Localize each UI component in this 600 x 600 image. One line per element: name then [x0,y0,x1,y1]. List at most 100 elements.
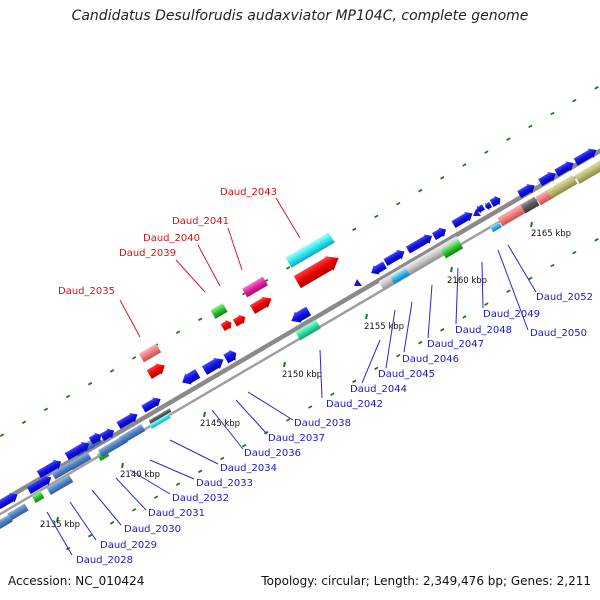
label-leader-line [385,309,396,369]
label-leader-line [319,349,323,399]
gc-dot [440,328,445,332]
gc-dot [87,533,93,538]
gc-dot [550,263,555,268]
gc-dot [0,433,5,437]
gene-feature [98,434,128,458]
gc-dot [330,392,335,396]
gc-dot [131,508,137,512]
label-leader-line [235,399,268,435]
gc-dot [506,289,511,293]
gene-feature [285,232,335,268]
label-leader-line [427,284,433,339]
gene-label: Daud_2034 [220,463,277,474]
label-leader-line [361,339,381,384]
gene-label: Daud_2035 [58,286,115,297]
gene-feature [116,412,138,430]
ruler-label: 2150 kbp [282,370,322,380]
label-leader-line [507,244,537,293]
gene-label: Daud_2031 [148,508,205,519]
gc-dot [352,379,357,384]
gene-label: Daud_2037 [268,433,325,444]
gc-dot [396,201,401,206]
ruler-tick [283,361,286,368]
gene-feature [31,491,45,503]
gene-label: Daud_2029 [100,540,157,551]
label-leader-line [403,301,413,353]
gc-dot [374,366,379,371]
gc-dot [109,521,115,525]
gene-label: Daud_2040 [143,233,200,244]
gene-feature [291,306,312,323]
label-leader-line [46,511,73,556]
gene-feature [51,462,73,480]
gc-dot [462,163,467,167]
gene-label: Daud_2036 [244,448,301,459]
gene-feature [201,357,224,375]
gene-feature [118,423,146,445]
gene-feature [220,319,232,331]
gene-feature [26,475,52,495]
gene-label: Daud_2030 [124,524,181,535]
gene-label: Daud_2044 [350,384,407,395]
gc-dot [65,394,71,399]
gene-feature [573,148,597,166]
gene-feature [554,161,574,177]
gene-label: Daud_2043 [220,187,277,198]
gc-dot [528,276,533,281]
gene-feature [36,459,62,479]
ruler-label: 2165 kbp [531,229,571,239]
label-leader-line [115,477,147,511]
gc-dot [352,227,357,232]
gene-feature [138,343,162,363]
kbp-ruler: 2135 kbp 2140 kbp 2145 kbp 2150 kbp 2155 kbp… [40,221,571,530]
gene-label: Daud_2032 [172,493,229,504]
gc-dot [286,418,291,422]
gene-feature [546,175,578,199]
gene-feature [431,227,447,240]
gene-feature [295,319,321,341]
gc-dot [418,188,423,193]
label-leader-line [119,299,141,338]
gc-dot [506,137,511,141]
label-leader-line [197,244,221,287]
ruler-tick [56,516,59,523]
gc-dot [198,469,203,474]
gc-dot [484,302,489,306]
gene-label: Daud_2041 [172,216,229,227]
gene-label: Daud_2050 [530,328,587,339]
gene-feature [538,171,556,186]
gene-label: Daud_2038 [294,418,351,429]
label-leader-line [275,197,301,239]
label-leader-line [149,459,195,480]
gene-feature [485,201,493,211]
label-leader-line [175,259,206,293]
gene-feature [242,276,268,298]
gc-dot [242,443,247,448]
gc-dot [462,315,467,319]
gc-dot [594,86,599,90]
label-leader-line [91,489,122,526]
gene-feature [7,503,29,521]
gene-feature [0,492,18,510]
gene-feature [476,204,485,214]
gene-label: Daud_2047 [427,339,484,350]
gc-dot [109,369,115,373]
gene-feature [64,441,90,461]
gene-feature [232,314,246,327]
ruler-tick [365,313,368,320]
ruler-label: 2135 kbp [40,520,80,530]
ruler-tick [121,462,124,469]
gene-feature [390,268,410,284]
gene-feature [520,196,540,214]
gene-feature [451,211,473,229]
gene-feature [497,203,527,227]
gc-dot [484,150,489,154]
label-leader-line [69,501,97,541]
gene-feature [354,279,362,286]
gc-dot [374,214,379,219]
gc-dot [572,98,577,103]
gene-feature [574,160,600,184]
label-leader-line [481,261,484,309]
gene-feature [88,432,102,445]
